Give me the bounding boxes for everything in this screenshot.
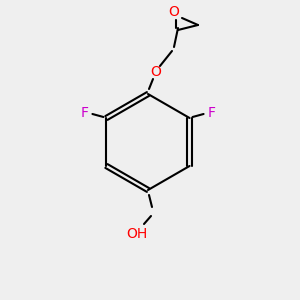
Text: F: F xyxy=(208,106,216,120)
Text: O: O xyxy=(169,5,179,19)
Text: OH: OH xyxy=(126,227,148,241)
Text: F: F xyxy=(80,106,88,120)
Text: O: O xyxy=(151,65,161,79)
